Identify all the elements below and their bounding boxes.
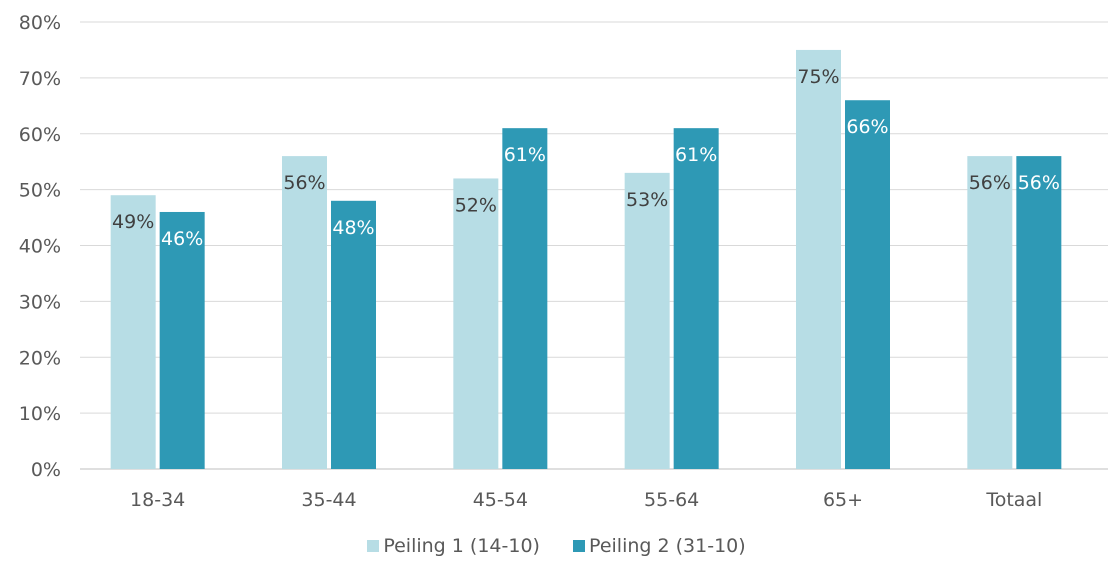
legend: Peiling 1 (14-10) Peiling 2 (31-10) [0, 535, 1113, 557]
bar [1016, 156, 1062, 469]
data-label: 49% [112, 211, 154, 233]
y-tick-label: 20% [19, 347, 61, 369]
y-tick-label: 10% [19, 403, 61, 425]
data-label: 61% [675, 144, 717, 166]
legend-item-series-1: Peiling 1 (14-10) [367, 535, 540, 557]
x-tick-label: 65+ [823, 489, 863, 511]
data-label: 56% [1018, 172, 1060, 194]
bar [845, 100, 890, 469]
data-label: 56% [969, 172, 1011, 194]
y-axis: 0% 10% 20% 30% 40% 50% 60% 70% 80% [19, 12, 61, 481]
bar [282, 156, 327, 469]
legend-label-series-2: Peiling 2 (31-10) [589, 535, 746, 557]
bar [502, 128, 548, 469]
x-tick-label: Totaal [985, 489, 1042, 511]
legend-swatch-series-1 [367, 540, 380, 552]
gridlines [80, 21, 1108, 470]
data-label: 52% [455, 194, 497, 216]
y-tick-label: 60% [19, 124, 61, 146]
data-label: 48% [332, 217, 374, 239]
legend-item-series-2: Peiling 2 (31-10) [573, 535, 746, 557]
bar [673, 128, 719, 469]
x-tick-label: 45-54 [473, 489, 528, 511]
data-label: 56% [283, 172, 325, 194]
bars: 49% 46% 56% 48% 52% 61% 53% 61% 75% 66% 56% 56% [110, 49, 1062, 470]
y-tick-label: 80% [19, 12, 61, 34]
data-label: 61% [504, 144, 546, 166]
data-label: 53% [626, 189, 668, 211]
bar [796, 49, 841, 469]
bar [453, 178, 499, 469]
data-label: 66% [846, 116, 888, 138]
bar [331, 200, 376, 470]
y-tick-label: 70% [19, 68, 61, 90]
bar [967, 156, 1013, 469]
bar [159, 211, 205, 469]
x-axis: 18-34 35-44 45-54 55-64 65+ Totaal [130, 489, 1042, 511]
data-label: 46% [161, 228, 203, 250]
bar-chart: 0% 10% 20% 30% 40% 50% 60% 70% 80% 49% 46% 56% 48% 5… [19, 12, 1108, 511]
y-tick-label: 40% [19, 236, 61, 258]
x-tick-label: 55-64 [644, 489, 699, 511]
y-tick-label: 50% [19, 180, 61, 202]
x-tick-label: 18-34 [130, 489, 185, 511]
y-tick-label: 30% [19, 291, 61, 313]
bar [624, 172, 670, 470]
legend-label-series-1: Peiling 1 (14-10) [383, 535, 540, 557]
data-label: 75% [797, 66, 839, 88]
legend-swatch-series-2 [573, 540, 586, 552]
y-tick-label: 0% [31, 459, 61, 481]
x-tick-label: 35-44 [301, 489, 356, 511]
bar [110, 195, 156, 469]
